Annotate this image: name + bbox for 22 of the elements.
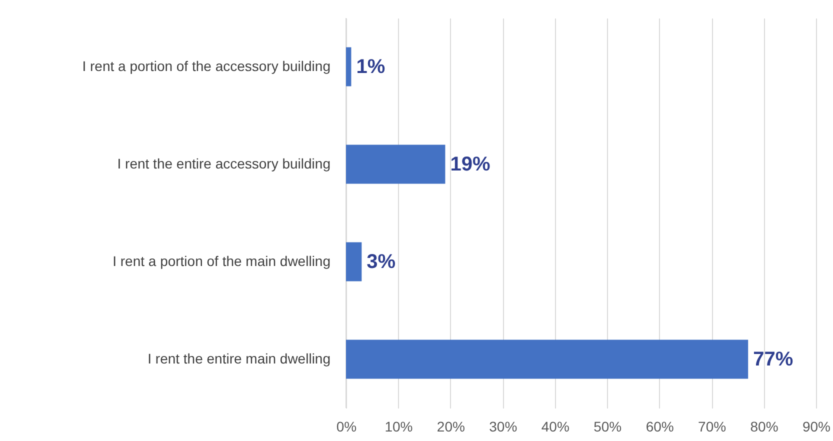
x-tick-label: 60% [646,418,674,434]
x-tick-label: 40% [541,418,570,434]
data-label: 77% [753,348,794,370]
bar [346,144,446,184]
data-label: 19% [450,153,490,176]
x-tick-label: 70% [698,418,726,434]
y-tick-label: I rent the entire main dwelling [148,350,330,366]
y-tick-label: I rent a portion of the main dwelling [112,252,330,269]
y-tick-label: I rent the entire accessory building [117,155,330,172]
x-tick-label: 10% [384,418,413,434]
data-label: 3% [366,250,396,273]
y-tick-label: I rent a portion of the accessory building [82,58,330,74]
x-tick-label: 30% [489,418,518,434]
bar [346,242,362,282]
x-tick-label: 0% [336,418,357,434]
x-tick-label: 50% [594,418,622,434]
bar [346,340,748,379]
bar [346,47,352,86]
x-tick-label: 20% [436,418,465,434]
data-label: 1% [356,56,386,78]
x-tick-label: 80% [750,418,778,434]
x-tick-label: 90% [802,418,831,434]
